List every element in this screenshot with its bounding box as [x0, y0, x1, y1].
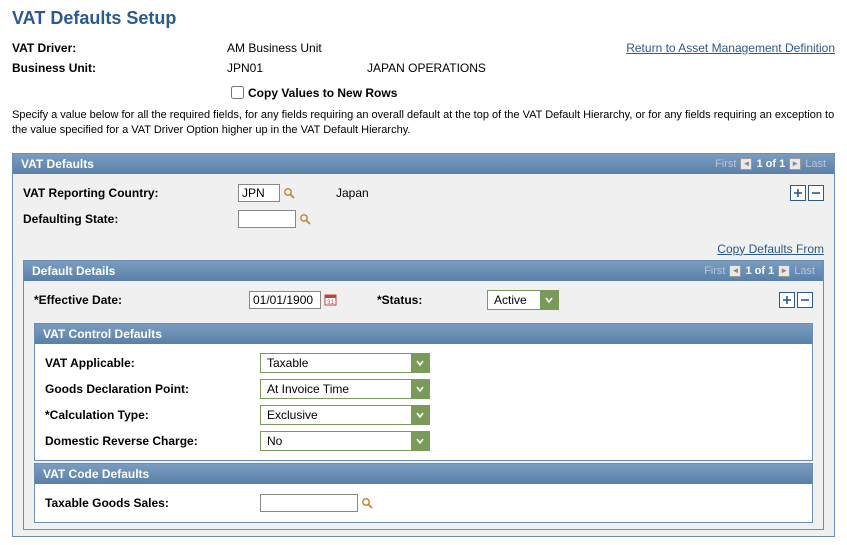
vat-control-value: Taxable	[261, 354, 411, 372]
calendar-icon[interactable]: 31	[323, 293, 337, 307]
reporting-country-input[interactable]	[238, 184, 280, 202]
chevron-down-icon[interactable]	[411, 380, 429, 398]
vat-control-select[interactable]: No	[260, 431, 430, 451]
nav-prev-icon[interactable]: ◄	[729, 265, 741, 277]
vat-defaults-nav: First ◄ 1 of 1 ► Last	[715, 158, 826, 170]
add-row-button[interactable]	[779, 292, 795, 308]
vat-control-row: VAT Applicable:Taxable	[45, 350, 802, 376]
nav-next-icon[interactable]: ►	[778, 265, 790, 277]
default-details-body: *Effective Date: 31 *Status: Active	[24, 281, 823, 529]
lookup-icon[interactable]	[282, 186, 296, 200]
lookup-icon[interactable]	[360, 496, 374, 510]
nav-next-icon[interactable]: ►	[789, 158, 801, 170]
nav-first-label[interactable]: First	[715, 158, 736, 170]
vat-code-defaults-body: Taxable Goods Sales:	[35, 484, 812, 522]
svg-text:31: 31	[327, 300, 334, 306]
business-unit-label: Business Unit:	[12, 61, 227, 75]
nav-prev-icon[interactable]: ◄	[740, 158, 752, 170]
vat-code-defaults-header: VAT Code Defaults	[35, 464, 812, 484]
copy-defaults-from-link[interactable]: Copy Defaults From	[717, 242, 824, 256]
defaulting-state-row: Defaulting State:	[23, 206, 824, 232]
delete-row-button[interactable]	[808, 185, 824, 201]
nav-first-label[interactable]: First	[704, 265, 725, 277]
nav-position: 1 of 1	[745, 265, 774, 277]
vat-control-select[interactable]: Taxable	[260, 353, 430, 373]
nav-last-label[interactable]: Last	[794, 265, 815, 277]
page-title: VAT Defaults Setup	[12, 8, 835, 29]
add-row-button[interactable]	[790, 185, 806, 201]
effective-date-input[interactable]	[249, 291, 321, 309]
chevron-down-icon[interactable]	[411, 432, 429, 450]
vat-driver-row: VAT Driver: AM Business Unit Return to A…	[12, 41, 835, 55]
status-label: *Status:	[377, 293, 487, 307]
status-select[interactable]: Active	[487, 290, 559, 310]
vat-control-select[interactable]: At Invoice Time	[260, 379, 430, 399]
return-link[interactable]: Return to Asset Management Definition	[626, 41, 835, 55]
business-unit-row: Business Unit: JPN01 JAPAN OPERATIONS	[12, 61, 835, 75]
taxable-goods-sales-input[interactable]	[260, 494, 358, 512]
vat-control-row: Domestic Reverse Charge:No	[45, 428, 802, 454]
vat-control-defaults-body: VAT Applicable:TaxableGoods Declaration …	[35, 344, 812, 460]
taxable-goods-sales-label: Taxable Goods Sales:	[45, 496, 260, 510]
vat-control-row: *Calculation Type:Exclusive	[45, 402, 802, 428]
vat-control-value: No	[261, 432, 411, 450]
taxable-goods-sales-row: Taxable Goods Sales:	[45, 490, 802, 516]
business-unit-desc: JAPAN OPERATIONS	[367, 61, 587, 75]
instructions-text: Specify a value below for all the requir…	[12, 108, 835, 139]
business-unit-value: JPN01	[227, 61, 367, 75]
copy-values-row: Copy Values to New Rows	[227, 83, 835, 102]
vat-driver-label: VAT Driver:	[12, 41, 227, 55]
nav-last-label[interactable]: Last	[805, 158, 826, 170]
vat-driver-value: AM Business Unit	[227, 41, 367, 55]
vat-control-value: At Invoice Time	[261, 380, 411, 398]
vat-defaults-section: VAT Defaults First ◄ 1 of 1 ► Last VAT R…	[12, 153, 835, 537]
copy-defaults-from-row: Copy Defaults From	[23, 242, 824, 256]
vat-defaults-header: VAT Defaults First ◄ 1 of 1 ► Last	[13, 154, 834, 174]
default-details-section: Default Details First ◄ 1 of 1 ► Last *E…	[23, 260, 824, 530]
default-details-title: Default Details	[32, 264, 115, 278]
copy-values-checkbox[interactable]	[231, 86, 244, 99]
delete-row-button[interactable]	[797, 292, 813, 308]
reporting-country-label: VAT Reporting Country:	[23, 186, 238, 200]
effective-date-label: *Effective Date:	[34, 293, 249, 307]
vat-control-select[interactable]: Exclusive	[260, 405, 430, 425]
vat-defaults-body: VAT Reporting Country: Japan Defaulting …	[13, 174, 834, 536]
effective-date-row: *Effective Date: 31 *Status: Active	[34, 287, 813, 313]
vat-control-label: *Calculation Type:	[45, 408, 260, 422]
status-value: Active	[488, 291, 540, 309]
vat-control-defaults-section: VAT Control Defaults VAT Applicable:Taxa…	[34, 323, 813, 461]
vat-control-label: Goods Declaration Point:	[45, 382, 260, 396]
reporting-country-row: VAT Reporting Country: Japan	[23, 180, 824, 206]
vat-code-defaults-section: VAT Code Defaults Taxable Goods Sales:	[34, 463, 813, 523]
chevron-down-icon[interactable]	[411, 354, 429, 372]
vat-control-defaults-header: VAT Control Defaults	[35, 324, 812, 344]
vat-control-label: VAT Applicable:	[45, 356, 260, 370]
copy-values-label: Copy Values to New Rows	[248, 86, 397, 100]
vat-code-defaults-title: VAT Code Defaults	[43, 467, 149, 481]
reporting-country-name: Japan	[336, 186, 369, 200]
vat-control-row: Goods Declaration Point:At Invoice Time	[45, 376, 802, 402]
lookup-icon[interactable]	[298, 212, 312, 226]
chevron-down-icon[interactable]	[411, 406, 429, 424]
default-details-header: Default Details First ◄ 1 of 1 ► Last	[24, 261, 823, 281]
chevron-down-icon[interactable]	[540, 291, 558, 309]
defaulting-state-input[interactable]	[238, 210, 296, 228]
nav-position: 1 of 1	[756, 158, 785, 170]
defaulting-state-label: Defaulting State:	[23, 212, 238, 226]
vat-control-defaults-title: VAT Control Defaults	[43, 327, 162, 341]
vat-control-label: Domestic Reverse Charge:	[45, 434, 260, 448]
vat-control-value: Exclusive	[261, 406, 411, 424]
vat-defaults-title: VAT Defaults	[21, 157, 94, 171]
default-details-nav: First ◄ 1 of 1 ► Last	[704, 265, 815, 277]
